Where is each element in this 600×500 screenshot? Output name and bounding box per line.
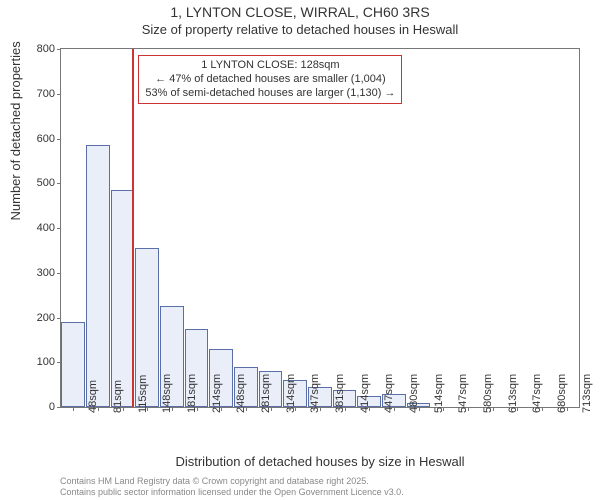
x-tick-label: 81sqm [108, 380, 124, 413]
title-subtitle: Size of property relative to detached ho… [0, 22, 600, 38]
x-tick-label: 281sqm [256, 374, 272, 413]
x-axis-label: Distribution of detached houses by size … [60, 454, 580, 469]
annotation-line1: 1 LYNTON CLOSE: 128sqm [145, 59, 395, 73]
x-tick-label: 214sqm [207, 374, 223, 413]
bar [61, 322, 85, 407]
x-tick-label: 347sqm [305, 374, 321, 413]
property-size-chart: 1, LYNTON CLOSE, WIRRAL, CH60 3RS Size o… [0, 0, 600, 500]
bar [111, 190, 135, 407]
x-tick-label: 514sqm [429, 374, 445, 413]
x-tick-label: 613sqm [503, 374, 519, 413]
title-address: 1, LYNTON CLOSE, WIRRAL, CH60 3RS [0, 4, 600, 22]
annotation-box: 1 LYNTON CLOSE: 128sqm ← 47% of detached… [138, 55, 402, 104]
x-tick-label: 447sqm [379, 374, 395, 413]
x-tick-label: 414sqm [355, 374, 371, 413]
bar [86, 145, 110, 407]
x-tick-label: 647sqm [527, 374, 543, 413]
attribution-line2: Contains public sector information licen… [60, 487, 404, 498]
x-tick-label: 181sqm [182, 374, 198, 413]
x-tick-label: 680sqm [552, 374, 568, 413]
attribution-line1: Contains HM Land Registry data © Crown c… [60, 476, 404, 487]
x-tick-label: 547sqm [453, 374, 469, 413]
x-tick-label: 480sqm [404, 374, 420, 413]
annotation-line2: ← 47% of detached houses are smaller (1,… [145, 73, 395, 87]
x-tick-label: 314sqm [281, 374, 297, 413]
y-axis-label: Number of detached properties [8, 41, 23, 220]
x-tick-label: 381sqm [330, 374, 346, 413]
x-tick-label: 248sqm [231, 374, 247, 413]
x-tick-label: 115sqm [133, 375, 149, 413]
x-tick-label: 48sqm [83, 380, 99, 413]
x-tick-label: 580sqm [478, 374, 494, 413]
plot-area: 1 LYNTON CLOSE: 128sqm ← 47% of detached… [60, 48, 580, 408]
chart-titles: 1, LYNTON CLOSE, WIRRAL, CH60 3RS Size o… [0, 0, 600, 38]
x-tick-label: 713sqm [577, 374, 593, 413]
attribution-footer: Contains HM Land Registry data © Crown c… [60, 476, 404, 498]
x-tick-label: 148sqm [157, 374, 173, 413]
